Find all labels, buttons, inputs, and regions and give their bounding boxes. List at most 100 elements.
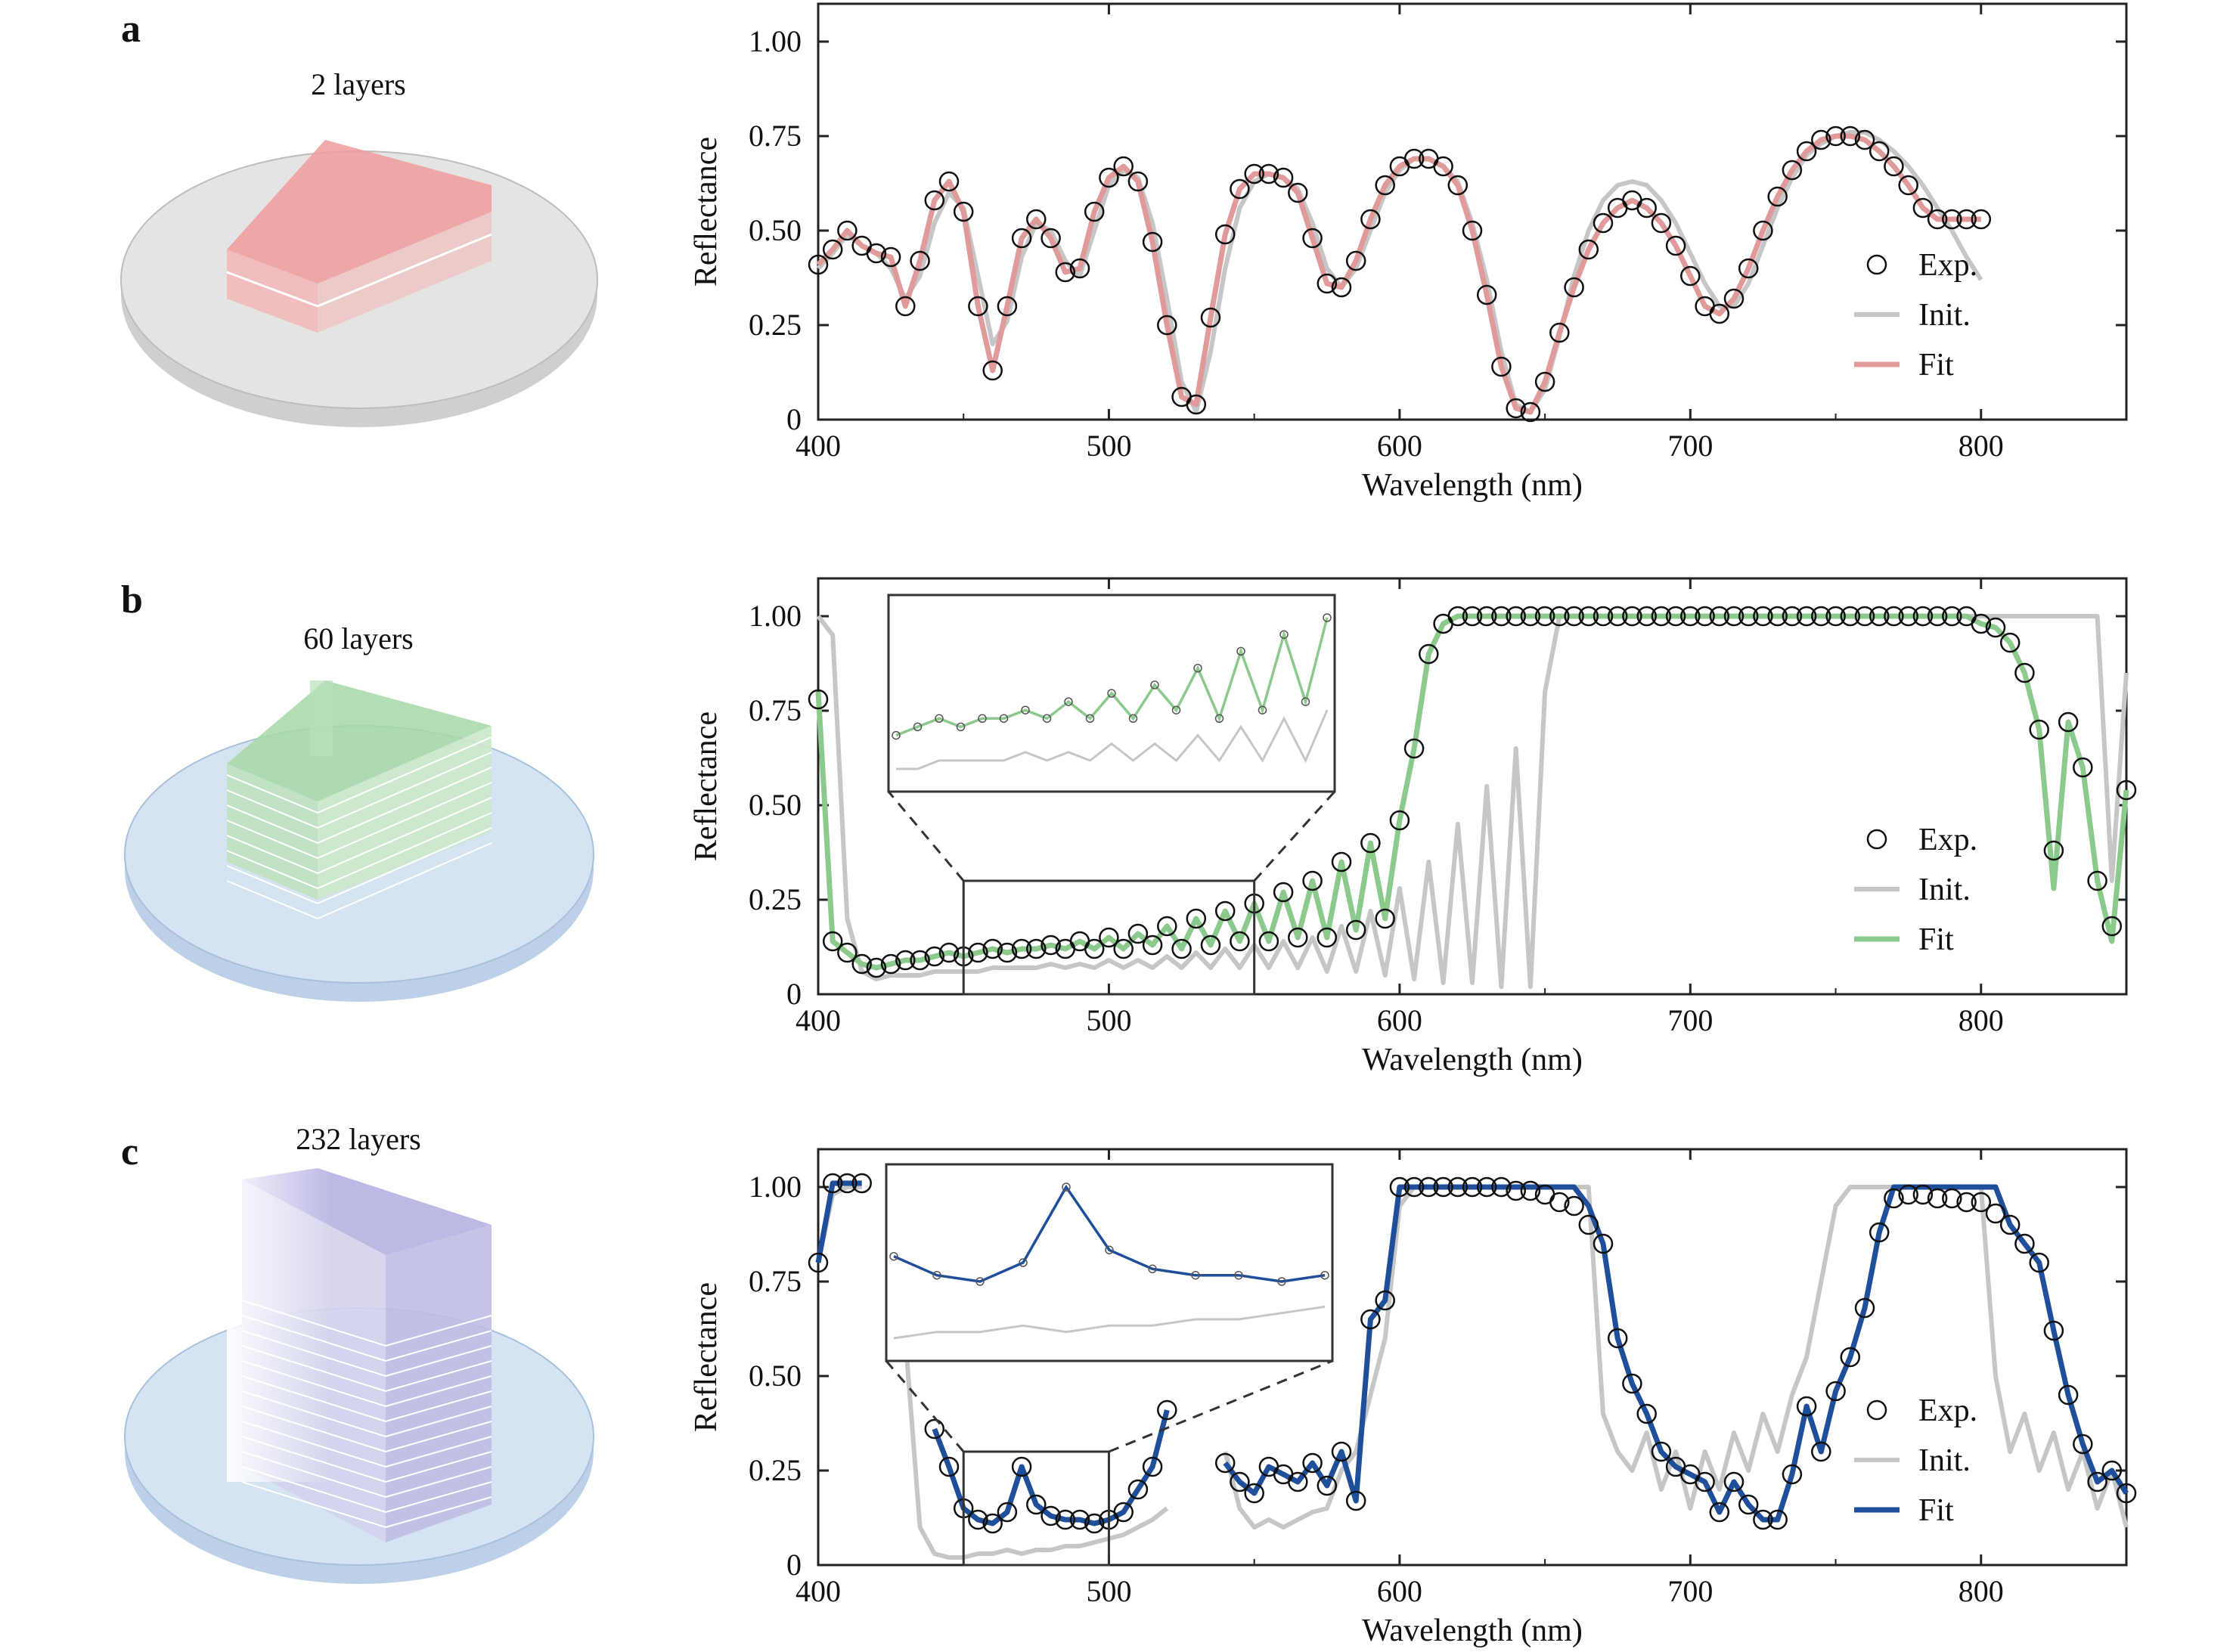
- data-point-exp: [1985, 1203, 2006, 1224]
- data-point-exp: [1738, 258, 1759, 279]
- data-point-exp: [1753, 220, 1773, 241]
- data-point-exp: [1214, 224, 1236, 245]
- data-point-exp: [1462, 606, 1483, 627]
- data-point-exp: [1360, 832, 1381, 854]
- data-point-exp: [1520, 606, 1541, 627]
- legend-marker-exp: [1866, 1399, 1887, 1421]
- data-point-exp: [1288, 182, 1308, 203]
- layer-interface: [226, 880, 318, 919]
- data-point-exp: [1782, 160, 1803, 181]
- inset-point-exp: [1301, 697, 1310, 706]
- data-point-exp: [1782, 606, 1803, 627]
- data-point-exp: [1142, 231, 1163, 253]
- inset-point-exp: [1019, 1258, 1028, 1267]
- layer-interface: [317, 233, 492, 308]
- data-point-exp: [1447, 175, 1469, 196]
- data-point-exp: [1099, 167, 1119, 188]
- data-point-exp: [1186, 908, 1207, 929]
- data-point-exp: [1302, 1452, 1323, 1474]
- data-point-exp: [1884, 156, 1904, 177]
- stack-side-face: [386, 1225, 492, 1542]
- data-point-exp: [1403, 738, 1425, 759]
- data-point-exp: [1956, 1192, 1977, 1213]
- data-point-exp: [1476, 1176, 1497, 1198]
- layer-interface: [226, 850, 318, 889]
- x-tick-label: 700: [1667, 429, 1713, 463]
- data-point-exp: [851, 1173, 872, 1194]
- legend-label: Fit: [1918, 922, 1954, 957]
- y-axis-label: Reflectance: [689, 711, 724, 861]
- data-point-exp: [2029, 1252, 2049, 1273]
- layer-interface: [241, 1375, 386, 1422]
- inset-connector: [1253, 790, 1336, 882]
- layer-interface: [385, 1315, 492, 1347]
- data-point-exp: [1200, 307, 1221, 328]
- data-point-exp: [1825, 1381, 1846, 1402]
- data-point-exp: [1767, 186, 1788, 207]
- x-tick-label: 800: [1959, 1574, 2004, 1608]
- x-tick-label: 800: [1959, 1003, 2004, 1037]
- data-point-exp: [2073, 757, 2093, 778]
- data-point-exp: [938, 1456, 960, 1477]
- data-point-exp: [1506, 398, 1526, 419]
- data-point-exp: [2087, 1471, 2107, 1492]
- data-point-exp: [1389, 810, 1410, 831]
- data-point-exp: [1171, 938, 1192, 959]
- series-line-fit: [816, 133, 1981, 415]
- data-point-exp: [880, 246, 901, 268]
- data-point-exp: [997, 296, 1018, 317]
- data-point-exp: [1593, 1233, 1614, 1254]
- data-point-exp: [982, 360, 1003, 381]
- data-point-exp: [1433, 156, 1453, 177]
- data-point-exp: [1622, 606, 1642, 627]
- inset-point-exp: [1234, 1270, 1243, 1280]
- data-point-exp: [1636, 1403, 1657, 1424]
- data-point-exp: [1869, 1222, 1890, 1243]
- inset-point-exp: [1105, 1245, 1114, 1255]
- data-point-exp: [1331, 277, 1352, 298]
- legend-label: Init.: [1918, 298, 1971, 333]
- layer-interfaces: [226, 736, 492, 919]
- layer-label-b: 60 layers: [303, 621, 414, 656]
- y-tick-label: 0: [786, 977, 802, 1011]
- data-point-exp: [822, 239, 843, 260]
- data-point-exp: [1607, 606, 1628, 627]
- inset-point-exp: [1042, 714, 1052, 724]
- data-point-exp: [1534, 371, 1555, 392]
- inset-line-fit: [895, 617, 1329, 737]
- data-point-exp: [808, 1252, 829, 1273]
- data-point-exp: [1360, 209, 1381, 230]
- data-point-exp: [1506, 1180, 1526, 1201]
- inset-point-exp: [1128, 714, 1138, 724]
- data-point-exp: [1389, 1176, 1410, 1198]
- stack-side-face: [318, 212, 492, 333]
- x-tick-label: 600: [1377, 429, 1422, 463]
- data-point-exp: [1912, 197, 1934, 219]
- stack-side-face: [318, 726, 492, 900]
- data-point-exp: [851, 953, 872, 975]
- layer-interface: [385, 1345, 492, 1377]
- inset-line-init: [896, 709, 1329, 770]
- y-tick-label: 0.50: [749, 213, 802, 247]
- data-point-exp: [1157, 1399, 1177, 1421]
- data-point-exp: [1288, 927, 1308, 948]
- data-point-exp: [1403, 1176, 1425, 1198]
- legend-label: Exp.: [1918, 248, 1977, 283]
- data-point-exp: [1273, 882, 1294, 903]
- data-point-exp: [924, 190, 945, 211]
- x-axis-label: Wavelength (nm): [1362, 468, 1583, 503]
- y-tick-label: 0.50: [749, 1359, 802, 1393]
- data-point-exp: [1898, 606, 1918, 627]
- y-tick-label: 0.25: [749, 308, 802, 342]
- data-point-exp: [837, 942, 858, 963]
- data-point-exp: [1258, 163, 1279, 184]
- data-point-exp: [1491, 356, 1512, 377]
- layer-interface: [385, 1451, 492, 1483]
- data-point-exp: [1636, 606, 1657, 627]
- data-point-exp: [1927, 209, 1948, 230]
- data-point-exp: [1403, 148, 1425, 169]
- data-point-exp: [1942, 606, 1962, 627]
- legend: Exp. Init. Fit: [1854, 1393, 1977, 1528]
- data-point-exp: [2014, 1233, 2035, 1254]
- data-point-exp: [1665, 606, 1686, 627]
